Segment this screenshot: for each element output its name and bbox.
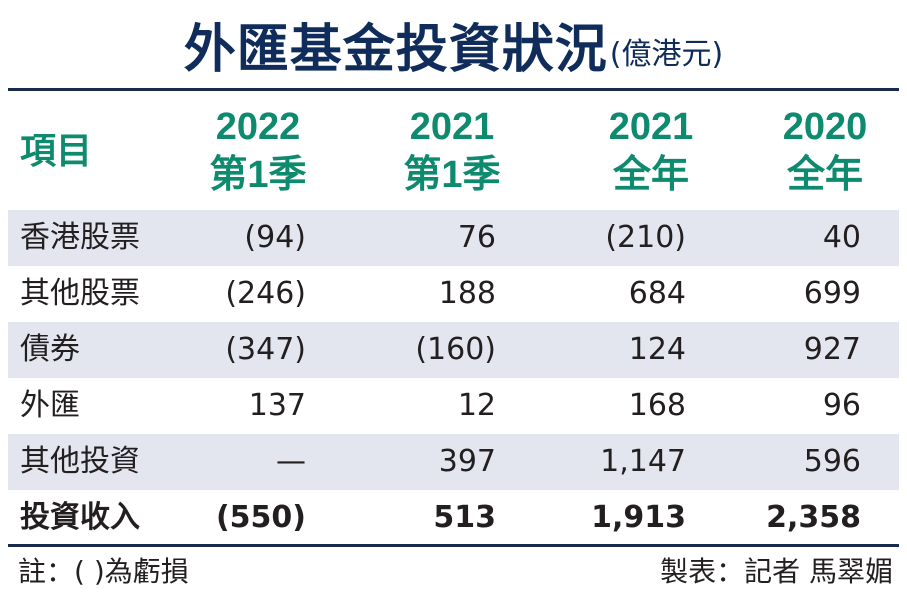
cell-value: 397 [438,444,496,479]
table-row-hk-equities: 香港股票 (94) 76 (210) 40 [8,210,899,266]
header-2021-q1: 2021 第1季 [372,91,532,210]
top-rule [8,88,899,91]
cell-value: 2,358 [766,500,861,535]
header-year: 2021 [608,105,694,148]
cell-value: 684 [628,276,686,311]
table-row-investment-income: 投資收入 (550) 513 1,913 2,358 [8,490,899,546]
row-label: 香港股票 [20,220,140,255]
header-year: 2021 [409,105,495,148]
cell-value: — [276,444,306,479]
header-period: 第1季 [209,153,307,196]
row-label: 其他股票 [20,276,140,311]
header-item: 項目 [20,91,130,210]
cell-value: 40 [822,220,861,255]
cell-value: (550) [215,500,306,535]
header-period: 全年 [786,153,863,196]
row-label: 其他投資 [20,444,140,479]
cell-value: (347) [225,332,306,367]
table-row-other-investments: 其他投資 — 397 1,147 596 [8,434,899,490]
cell-value: 1,147 [600,444,686,479]
row-label: 外匯 [20,388,80,423]
title-bar: 外匯基金投資狀況 (億港元) [0,0,907,88]
cell-value: 596 [803,444,861,479]
cell-value: 513 [433,500,496,535]
header-period: 第1季 [403,153,501,196]
header-2022-q1: 2022 第1季 [178,91,338,210]
header-year: 2020 [782,105,868,148]
footnote: 註：( )為虧損 [18,555,189,588]
cell-value: 12 [457,388,496,423]
header-2020-full: 2020 全年 [745,91,905,210]
cell-value: (246) [225,276,306,311]
chart-title: 外匯基金投資狀況 [183,18,608,80]
cell-value: 699 [803,276,861,311]
unit-label: (億港元) [609,37,724,72]
cell-value: 76 [457,220,496,255]
table-row-bonds: 債券 (347) (160) 124 927 [8,322,899,378]
credit-line: 製表：記者 馬翠媚 [660,555,893,588]
table-row-other-equities: 其他股票 (246) 188 684 699 [8,266,899,322]
cell-value: 96 [822,388,861,423]
cell-value: (94) [244,220,306,255]
cell-value: 1,913 [591,500,686,535]
header-year: 2022 [215,105,301,148]
cell-value: 168 [628,388,686,423]
row-label: 投資收入 [20,500,140,535]
cell-value: 124 [628,332,686,367]
cell-value: 137 [248,388,306,423]
cell-value: 188 [438,276,496,311]
cell-value: (210) [605,220,686,255]
header-2021-full: 2021 全年 [571,91,731,210]
header-period: 全年 [612,153,689,196]
cell-value: 927 [803,332,861,367]
bottom-rule [8,544,899,547]
table-row-fx: 外匯 137 12 168 96 [8,378,899,434]
row-label: 債券 [20,332,80,367]
header-item-label: 項目 [20,129,93,171]
cell-value: (160) [415,332,496,367]
table-header: 項目 2022 第1季 2021 第1季 2021 全年 2020 全年 [0,91,907,210]
